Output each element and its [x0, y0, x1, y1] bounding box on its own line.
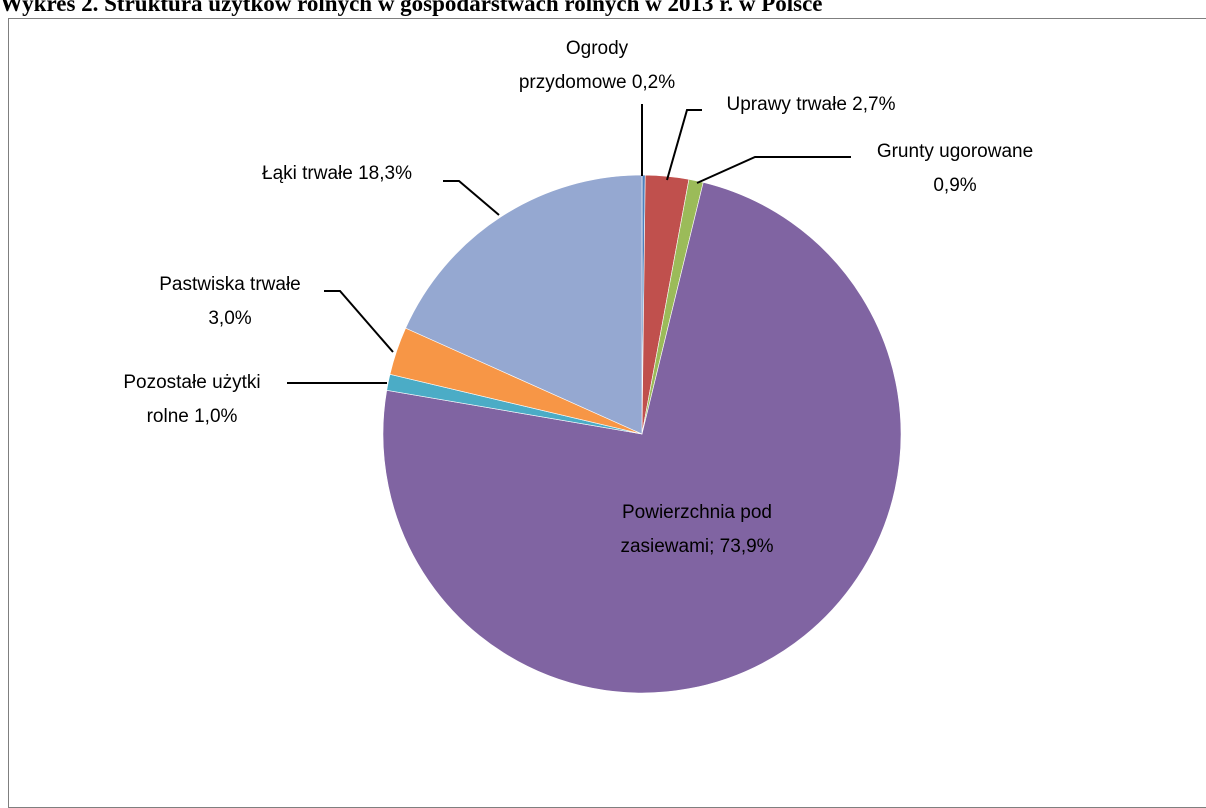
data-label-4-0: Pozostałe użytki	[123, 372, 260, 393]
data-label-2-0: Grunty ugorowane	[877, 141, 1033, 162]
data-label-2-1: 0,9%	[933, 175, 976, 196]
data-label-3-1: zasiewami; 73,9%	[620, 536, 773, 557]
data-label-4-1: rolne 1,0%	[147, 406, 238, 427]
page-title: Wykres 2. Struktura użytków rolnych w go…	[0, 0, 823, 16]
data-label-6-0: Łąki trwałe 18,3%	[262, 163, 412, 184]
data-label-5-1: 3,0%	[208, 308, 251, 329]
leader-line-2	[696, 156, 851, 184]
leader-line-6	[443, 180, 500, 216]
data-label-0-1: przydomowe 0,2%	[519, 72, 675, 93]
data-label-0-0: Ogrody	[566, 38, 629, 59]
data-label-1-0: Uprawy trwałe 2,7%	[727, 94, 896, 115]
pie-slice-6	[405, 174, 643, 435]
leader-line-5	[324, 290, 394, 353]
data-label-5-0: Pastwiska trwałe	[159, 274, 301, 295]
data-label-3-0: Powierzchnia pod	[622, 502, 772, 523]
leader-line-1	[666, 109, 702, 181]
pie-slice-3	[382, 181, 902, 694]
